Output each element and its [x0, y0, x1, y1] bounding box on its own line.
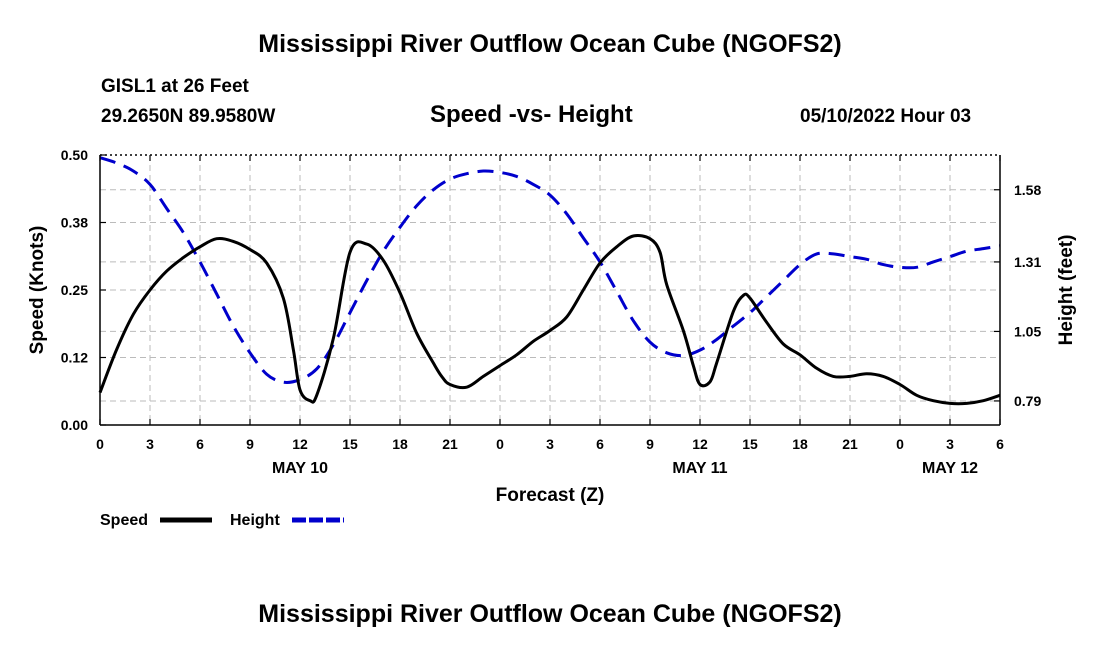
page-title-bottom: Mississippi River Outflow Ocean Cube (NG… [258, 600, 842, 628]
y-left-tick-label: 0.38 [61, 215, 88, 231]
page-title-top: Mississippi River Outflow Ocean Cube (NG… [258, 30, 842, 58]
y-right-tick-label: 1.05 [1014, 323, 1041, 339]
y-right-axis-title: Height (feet) [1056, 235, 1077, 346]
series-line-speed [98, 233, 1001, 406]
chart-subtitle: Speed -vs- Height [430, 101, 633, 128]
x-tick-label: 9 [246, 436, 254, 452]
station-label: GISL1 at 26 Feet [101, 76, 249, 97]
x-tick-label: 21 [442, 436, 458, 452]
x-tick-label: 15 [742, 436, 758, 452]
y-right-tick-label: 1.31 [1014, 254, 1041, 270]
y-left-axis-title: Speed (Knots) [27, 226, 48, 355]
x-tick-label: 21 [842, 436, 858, 452]
day-label: MAY 11 [672, 460, 727, 477]
x-tick-label: 6 [596, 436, 604, 452]
y-right-tick-label: 1.58 [1014, 182, 1041, 198]
labels-layer: 0 3 6 9 12 15 18 21 0 3 6 9 12 15 18 21 0 3 6 MAY 10 MAY 11 M… [27, 147, 1077, 506]
y-left-tick-label: 0.00 [61, 417, 88, 433]
x-tick-label: 6 [196, 436, 204, 452]
y-left-tick-label: 0.25 [61, 282, 88, 298]
grid-layer [100, 155, 1000, 425]
legend-layer: Speed Height [100, 512, 344, 529]
y-left-tick-label: 0.12 [61, 350, 88, 366]
forecast-datestamp: 05/10/2022 Hour 03 [800, 106, 972, 127]
legend-label-speed: Speed [100, 512, 148, 529]
x-tick-label: 18 [392, 436, 408, 452]
station-coordinates: 29.2650N 89.9580W [101, 106, 276, 127]
x-tick-label: 0 [96, 436, 104, 452]
series-line-height [99, 156, 1001, 384]
x-tick-label: 0 [896, 436, 904, 452]
x-tick-label: 3 [546, 436, 554, 452]
x-tick-label: 15 [342, 436, 358, 452]
y-left-tick-label: 0.50 [61, 147, 88, 163]
axes-layer [99, 154, 1001, 426]
legend-label-height: Height [230, 512, 280, 529]
y-right-tick-label: 0.79 [1014, 393, 1041, 409]
x-tick-label: 12 [692, 436, 708, 452]
x-tick-label: 3 [146, 436, 154, 452]
day-label: MAY 12 [922, 460, 978, 477]
x-tick-label: 0 [496, 436, 504, 452]
x-tick-label: 12 [292, 436, 308, 452]
day-label: MAY 10 [272, 460, 328, 477]
x-tick-label: 3 [946, 436, 954, 452]
x-axis-title: Forecast (Z) [496, 485, 605, 506]
x-tick-label: 9 [646, 436, 654, 452]
series-layer [98, 156, 1001, 406]
x-tick-label: 6 [996, 436, 1004, 452]
x-tick-label: 18 [792, 436, 808, 452]
